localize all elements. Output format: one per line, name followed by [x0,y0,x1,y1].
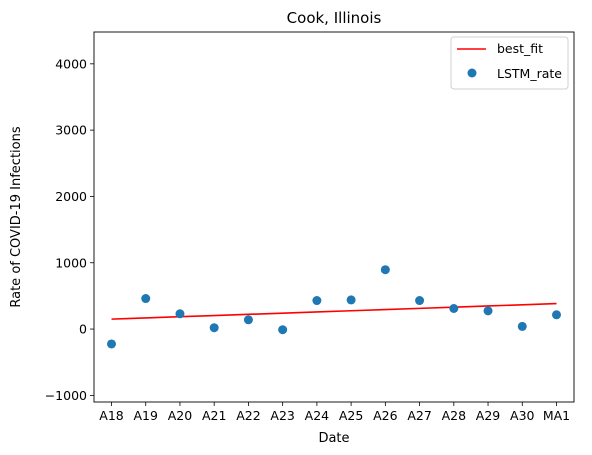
x-tick-label: A30 [510,408,535,423]
lstm-rate-point [209,323,219,333]
legend-label-best-fit: best_fit [497,41,543,56]
lstm-rate-point [517,321,527,331]
y-tick-label: 0 [79,322,87,337]
lstm-rate-point [483,306,493,316]
x-tick-label: A22 [236,408,260,423]
lstm-rate-point [175,309,185,319]
y-tick-label: 2000 [55,189,87,204]
x-tick-label: A24 [305,408,330,423]
lstm-rate-point [380,265,390,275]
lstm-rate-point [243,315,253,325]
legend-swatch-lstm-rate [467,68,477,78]
y-tick-label: 4000 [55,56,87,71]
legend: best_fit LSTM_rate [450,36,569,90]
lstm-rate-point [449,304,459,314]
series-layer [107,265,561,349]
x-tick-label: A19 [133,408,158,423]
y-tick-label: −1000 [45,388,87,403]
x-tick-label: A20 [168,408,193,423]
lstm-rate-point [278,325,288,335]
x-tick-label: A29 [476,408,501,423]
lstm-rate-point [415,296,425,306]
x-axis-label: Date [318,431,349,446]
x-tick-label: A27 [407,408,431,423]
lstm-rate-point [141,294,151,304]
x-tick-label: A26 [373,408,398,423]
chart-title: Cook, Illinois [287,9,382,27]
plot-area [93,31,575,403]
x-tick-label: A25 [339,408,363,423]
x-tick-label: A21 [202,408,226,423]
x-tick-label: A18 [99,408,124,423]
y-tick-label: 1000 [55,255,87,270]
x-tick-label: MA1 [543,408,570,423]
x-tick-label: A23 [270,408,294,423]
x-axis: A18 A19 A20 A21 A22 A23 A24 A25 A26 A27 A28 A29 A30 M… [99,402,570,423]
y-tick-label: 3000 [55,123,87,138]
lstm-rate-point [346,295,356,305]
best-fit-line [111,302,557,320]
y-axis-label: Rate of COVID-19 Infections [9,126,24,307]
legend-label-lstm-rate: LSTM_rate [497,66,562,81]
lstm-rate-point [552,310,561,320]
y-axis: −1000 0 1000 2000 3000 4000 [45,56,94,403]
lstm-rate-point [312,296,322,306]
x-tick-label: A28 [442,408,467,423]
legend-box [450,36,569,90]
lstm-rate-point [107,339,116,349]
